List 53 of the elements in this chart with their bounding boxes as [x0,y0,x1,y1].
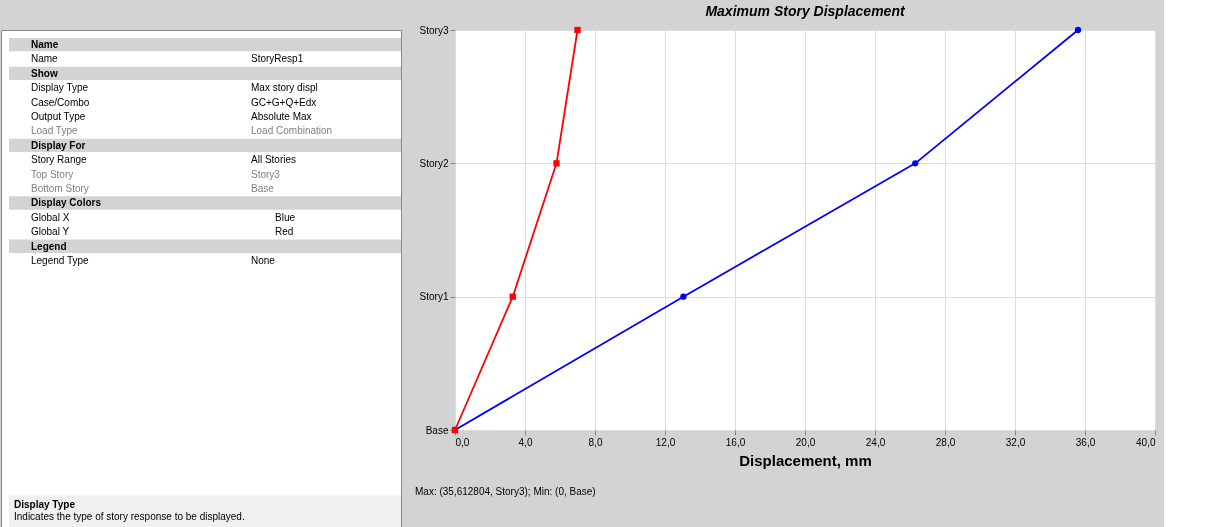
text: Story3 [251,168,281,180]
text: Indicates the type of story response to be displayed. [14,511,245,523]
text: Display Colors [31,197,102,209]
text: Case/Combo [31,96,90,108]
text: Legend [31,240,67,252]
point [680,293,687,300]
text: Name [31,53,59,65]
text: Global X [31,211,70,223]
text: All Stories [251,154,297,166]
point [553,160,560,167]
x-tick-label: 4,0 [518,436,533,448]
y-tick-label: Story1 [419,291,449,303]
text: Absolute Max [251,111,312,123]
text: StoryResp1 [251,53,304,65]
text: Output Type [31,111,86,123]
x-tick-label: 32,0 [1005,436,1026,448]
y-tick-label: Base [425,424,449,436]
x-tick-label: 24,0 [865,436,886,448]
text: Top Story [31,168,74,180]
text: Load Combination [251,125,333,137]
text: Story Range [31,154,88,166]
y-tick-label: Story2 [419,157,449,169]
text: Display Type [14,499,76,511]
text: None [251,255,276,267]
text: Max story displ [251,82,318,94]
text: Max: (35,612804, Story3); Min: (0, Base) [415,486,596,497]
point [509,293,516,300]
x-tick-label: 8,0 [588,436,603,448]
text: Global Y [31,226,70,238]
chart-title: Maximum Story Displacement [705,3,906,19]
point [912,160,919,167]
x-tick-label: 0,0 [455,436,470,448]
x-tick-label: 40,0 [1136,436,1156,448]
text: GC+G+Q+Edx [251,96,317,108]
point [574,26,581,34]
x-axis-title: Displacement, mm [739,451,872,469]
text: Show [31,67,58,79]
point [1074,26,1082,34]
x-tick-label: 12,0 [655,436,676,448]
text: Load Type [31,125,78,137]
y-tick-label: Story3 [419,24,449,36]
text: Display Type [31,82,89,94]
text: Legend Type [31,255,90,267]
text: Name [31,39,59,51]
x-tick-label: 36,0 [1075,436,1096,448]
text: Blue [275,211,296,223]
text: Bottom Story [31,183,89,195]
text: Red [275,226,294,238]
x-tick-label: 16,0 [725,436,746,448]
text: Display For [31,139,86,151]
x-tick-label: 28,0 [935,436,956,448]
text: Base [251,183,275,195]
x-tick-label: 20,0 [795,436,816,448]
